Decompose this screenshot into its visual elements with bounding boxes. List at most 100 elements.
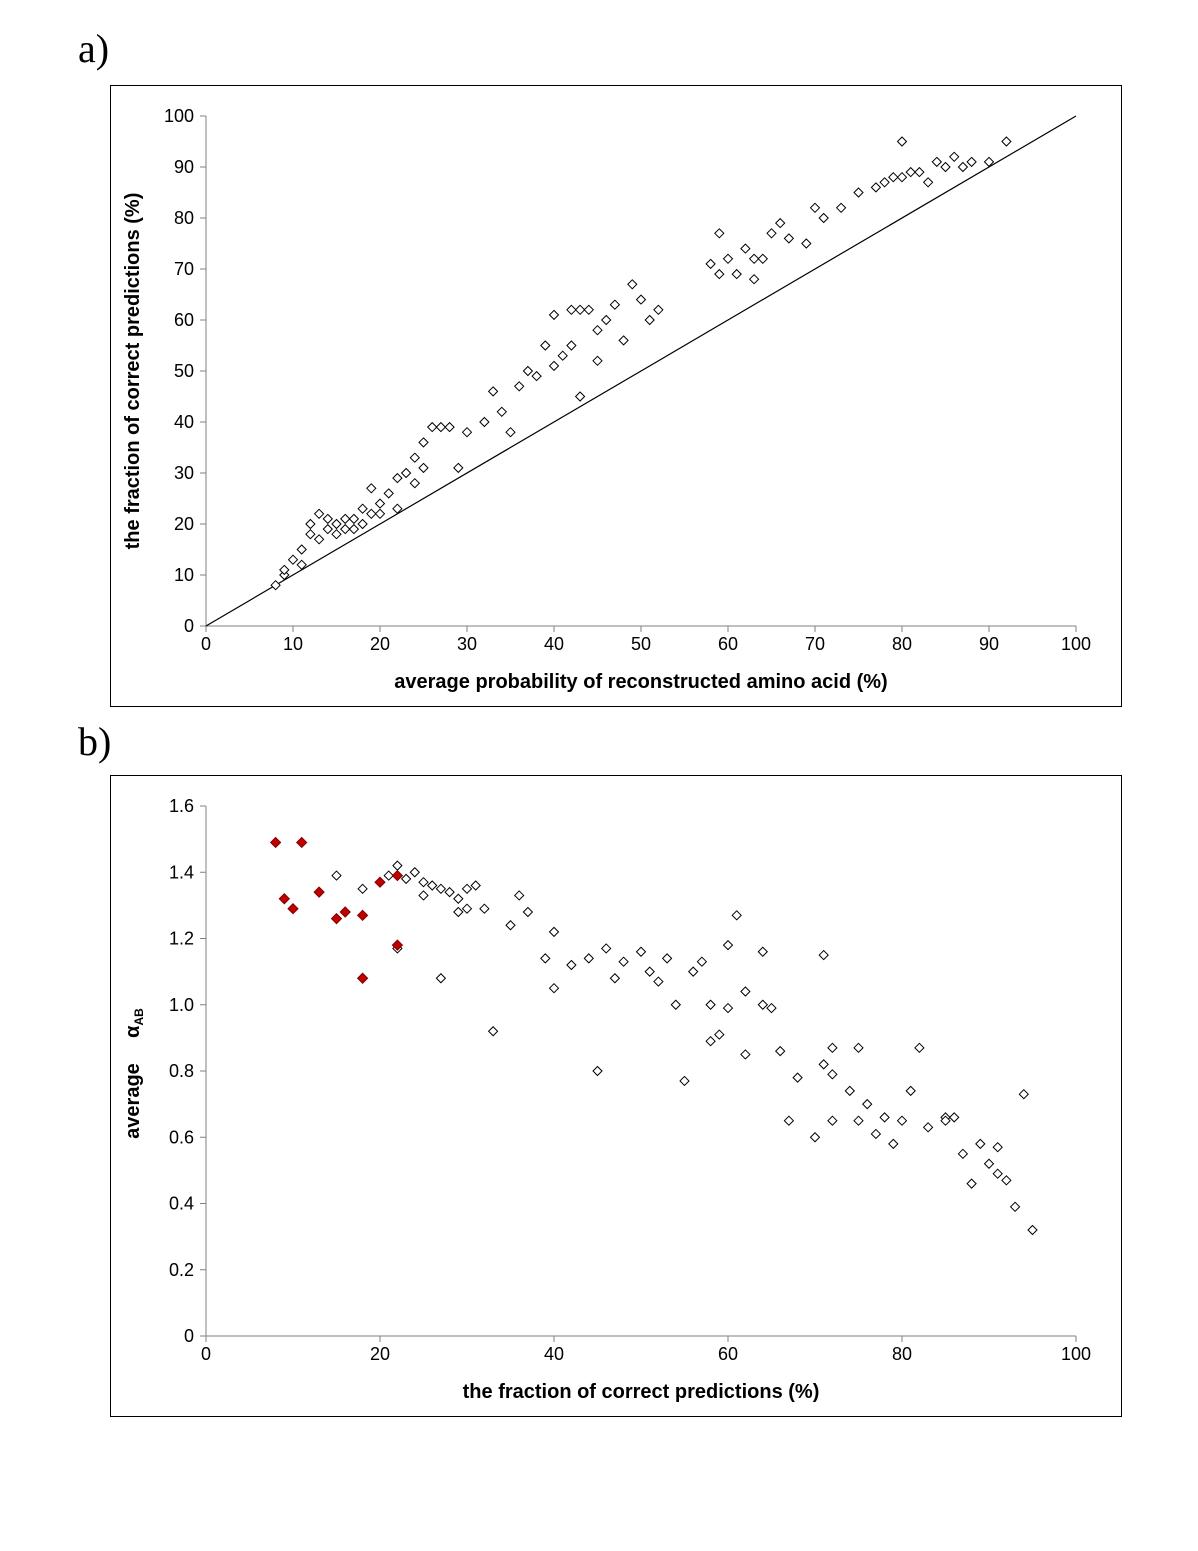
data-point: [793, 1073, 802, 1082]
data-point: [593, 326, 602, 335]
data-point: [402, 874, 411, 883]
y-axis-title: the fraction of correct predictions (%): [122, 193, 144, 550]
svg-text:1.0: 1.0: [169, 995, 194, 1015]
data-point: [993, 1169, 1002, 1178]
svg-text:0.6: 0.6: [169, 1127, 194, 1147]
data-point: [854, 188, 863, 197]
data-point: [436, 423, 445, 432]
data-point: [932, 157, 941, 166]
data-point: [845, 1086, 854, 1095]
svg-text:average: average: [122, 1063, 144, 1139]
data-point: [732, 911, 741, 920]
data-point: [967, 1179, 976, 1188]
svg-text:80: 80: [892, 634, 912, 654]
data-point: [854, 1043, 863, 1052]
data-point: [288, 904, 298, 914]
data-point: [950, 1113, 959, 1122]
data-point: [349, 514, 358, 523]
page: a) 0102030405060708090100010203040506070…: [0, 0, 1198, 1551]
data-point: [610, 300, 619, 309]
data-point: [271, 837, 281, 847]
svg-text:0: 0: [184, 1326, 194, 1346]
svg-text:60: 60: [718, 1344, 738, 1364]
svg-text:1.4: 1.4: [169, 862, 194, 882]
data-point: [393, 474, 402, 483]
chart-a-box: 0102030405060708090100010203040506070809…: [110, 85, 1122, 707]
data-point: [724, 254, 733, 263]
data-point: [541, 341, 550, 350]
data-point: [463, 884, 472, 893]
data-point: [315, 509, 324, 518]
data-point: [550, 984, 559, 993]
svg-text:20: 20: [370, 1344, 390, 1364]
data-point: [584, 305, 593, 314]
data-point: [410, 453, 419, 462]
data-point: [541, 954, 550, 963]
data-point: [419, 878, 428, 887]
data-point: [1002, 137, 1011, 146]
data-point: [358, 910, 368, 920]
chart-b-svg: 02040608010000.20.40.60.81.01.21.41.6the…: [111, 776, 1121, 1416]
data-point: [819, 951, 828, 960]
data-point: [454, 908, 463, 917]
data-point: [889, 173, 898, 182]
data-point: [854, 1116, 863, 1125]
chart-a-svg: 0102030405060708090100010203040506070809…: [111, 86, 1121, 706]
data-point: [898, 173, 907, 182]
data-point: [750, 275, 759, 284]
data-point: [306, 520, 315, 529]
data-point: [602, 316, 611, 325]
data-point: [593, 1067, 602, 1076]
data-point: [376, 509, 385, 518]
data-point: [732, 270, 741, 279]
x-axis-title: average probability of reconstructed ami…: [394, 671, 887, 693]
data-point: [289, 555, 298, 564]
data-point: [576, 392, 585, 401]
data-point: [863, 1100, 872, 1109]
data-point: [489, 387, 498, 396]
data-point: [558, 351, 567, 360]
svg-text:20: 20: [174, 514, 194, 534]
data-point: [367, 509, 376, 518]
data-point: [680, 1076, 689, 1085]
y-axis-title: average αAB: [122, 1008, 146, 1139]
data-point: [410, 479, 419, 488]
svg-text:αAB: αAB: [122, 1008, 146, 1038]
data-point: [776, 1047, 785, 1056]
data-point: [271, 581, 280, 590]
svg-text:80: 80: [174, 208, 194, 228]
data-point: [436, 974, 445, 983]
data-point: [654, 305, 663, 314]
svg-text:80: 80: [892, 1344, 912, 1364]
data-point: [741, 244, 750, 253]
data-point: [1028, 1226, 1037, 1235]
data-point: [958, 1149, 967, 1158]
svg-text:10: 10: [283, 634, 303, 654]
data-point: [428, 423, 437, 432]
data-point: [523, 908, 532, 917]
data-point: [828, 1070, 837, 1079]
data-point: [741, 987, 750, 996]
data-point: [323, 525, 332, 534]
data-point: [819, 214, 828, 223]
data-point: [315, 535, 324, 544]
data-point: [392, 871, 402, 881]
data-point: [811, 203, 820, 212]
svg-text:70: 70: [174, 259, 194, 279]
data-point: [767, 1004, 776, 1013]
data-point: [419, 891, 428, 900]
data-point: [924, 178, 933, 187]
svg-text:100: 100: [1061, 1344, 1091, 1364]
data-point: [654, 977, 663, 986]
svg-text:0.2: 0.2: [169, 1260, 194, 1280]
data-point: [550, 927, 559, 936]
data-point: [463, 904, 472, 913]
data-point: [663, 954, 672, 963]
x-axis-title: the fraction of correct predictions (%): [463, 1381, 820, 1403]
data-point: [811, 1133, 820, 1142]
data-point: [802, 239, 811, 248]
data-point: [332, 520, 341, 529]
svg-text:70: 70: [805, 634, 825, 654]
svg-text:30: 30: [174, 463, 194, 483]
data-point: [985, 1159, 994, 1168]
